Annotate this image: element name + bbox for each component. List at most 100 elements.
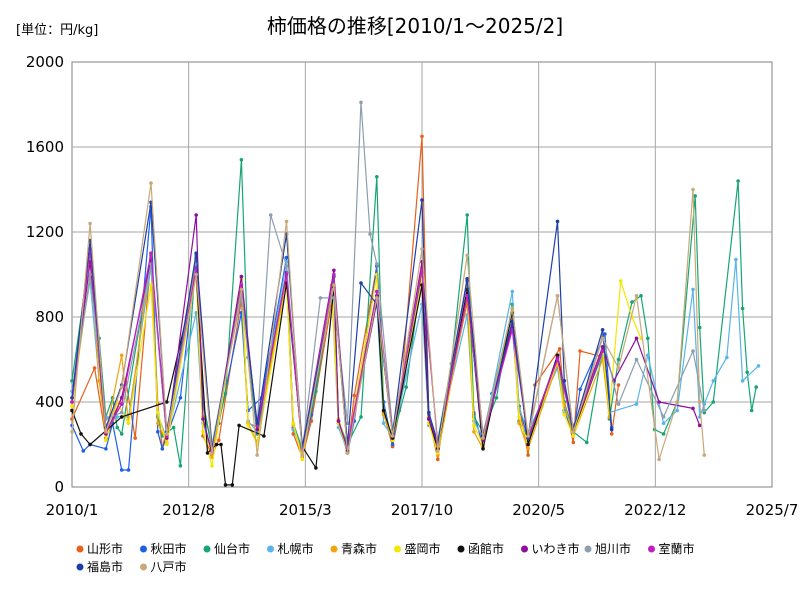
data-point xyxy=(634,294,639,298)
series-layer xyxy=(70,100,761,487)
data-point xyxy=(332,268,336,273)
legend-marker xyxy=(584,545,592,553)
legend-label: 函館市 xyxy=(468,541,504,556)
legend-label: 旭川市 xyxy=(595,541,631,556)
data-point xyxy=(119,353,124,358)
x-tick-label: 2022/12 xyxy=(624,501,686,519)
data-point xyxy=(119,385,124,389)
data-point xyxy=(711,400,716,404)
data-point xyxy=(749,408,754,413)
legend-label: 札幌市 xyxy=(278,541,314,556)
data-point xyxy=(149,181,153,185)
data-point xyxy=(639,294,643,298)
data-point xyxy=(284,255,289,260)
data-point xyxy=(104,438,108,443)
y-tick-label: 1200 xyxy=(26,223,64,241)
data-point xyxy=(237,423,241,428)
data-point xyxy=(420,198,424,202)
data-point xyxy=(646,336,650,341)
data-point xyxy=(634,402,639,406)
data-point xyxy=(702,453,707,457)
data-point xyxy=(88,221,92,226)
data-point xyxy=(239,287,244,292)
data-point xyxy=(526,447,530,451)
data-point xyxy=(70,400,74,404)
data-point xyxy=(291,421,296,426)
legend-item: いわき市 xyxy=(521,541,580,556)
data-point xyxy=(756,364,761,368)
y-tick-label: 2000 xyxy=(26,53,64,71)
data-point xyxy=(104,447,108,451)
data-point xyxy=(571,440,576,445)
data-point xyxy=(70,408,74,413)
data-point xyxy=(156,430,160,434)
data-point xyxy=(239,283,244,287)
data-point xyxy=(70,396,74,400)
legend-marker xyxy=(203,545,211,553)
data-point xyxy=(465,253,470,258)
legend-item: 仙台市 xyxy=(203,541,250,556)
legend-marker xyxy=(76,563,84,571)
legend-marker xyxy=(457,545,465,553)
data-point xyxy=(201,430,205,434)
legend-item: 室蘭市 xyxy=(648,541,695,556)
x-tick-label: 2020/5 xyxy=(512,501,565,519)
data-point xyxy=(88,442,92,447)
legend-label: いわき市 xyxy=(532,541,580,556)
data-point xyxy=(657,400,661,404)
data-point xyxy=(219,442,223,447)
data-point xyxy=(657,457,661,462)
data-point xyxy=(359,281,363,285)
data-point xyxy=(562,379,567,383)
legend-item: 盛岡市 xyxy=(394,541,441,556)
data-point xyxy=(194,272,198,277)
data-point xyxy=(691,287,695,292)
data-point xyxy=(381,408,386,413)
data-point xyxy=(754,385,758,389)
data-point xyxy=(557,347,562,351)
data-point xyxy=(178,396,183,400)
data-point xyxy=(420,247,424,251)
data-point xyxy=(230,483,235,487)
data-point xyxy=(526,434,530,438)
data-point xyxy=(375,175,379,179)
data-point xyxy=(734,257,738,262)
data-point xyxy=(725,355,729,360)
legend-marker xyxy=(394,545,401,553)
legend-marker xyxy=(267,545,274,553)
data-point xyxy=(115,425,119,430)
data-point xyxy=(284,272,289,277)
data-point xyxy=(97,379,101,383)
data-point xyxy=(510,289,515,294)
data-point xyxy=(284,219,289,224)
data-point xyxy=(345,451,350,455)
x-tick-label: 2015/3 xyxy=(279,501,332,519)
data-point xyxy=(332,272,336,277)
data-point xyxy=(115,415,119,419)
data-point xyxy=(526,442,530,447)
data-point xyxy=(70,404,74,409)
data-point xyxy=(194,251,198,255)
data-point xyxy=(526,453,530,457)
data-point xyxy=(359,415,363,419)
series-12 xyxy=(70,181,707,462)
legend-item: 秋田市 xyxy=(140,541,187,556)
data-point xyxy=(465,294,470,298)
data-point xyxy=(600,336,605,341)
data-point xyxy=(571,430,576,434)
data-point xyxy=(390,434,395,438)
data-point xyxy=(255,421,259,426)
data-point xyxy=(268,213,273,217)
data-point xyxy=(217,438,221,443)
data-point xyxy=(661,415,666,419)
series-line xyxy=(71,182,705,460)
data-point xyxy=(300,457,305,462)
data-point xyxy=(119,410,124,415)
data-point xyxy=(70,430,74,434)
data-point xyxy=(697,400,702,404)
legend-item: 青森市 xyxy=(330,541,377,556)
legend-label: 盛岡市 xyxy=(405,541,441,556)
legend-item: 札幌市 xyxy=(267,541,314,556)
legend-label: 福島市 xyxy=(87,559,123,574)
